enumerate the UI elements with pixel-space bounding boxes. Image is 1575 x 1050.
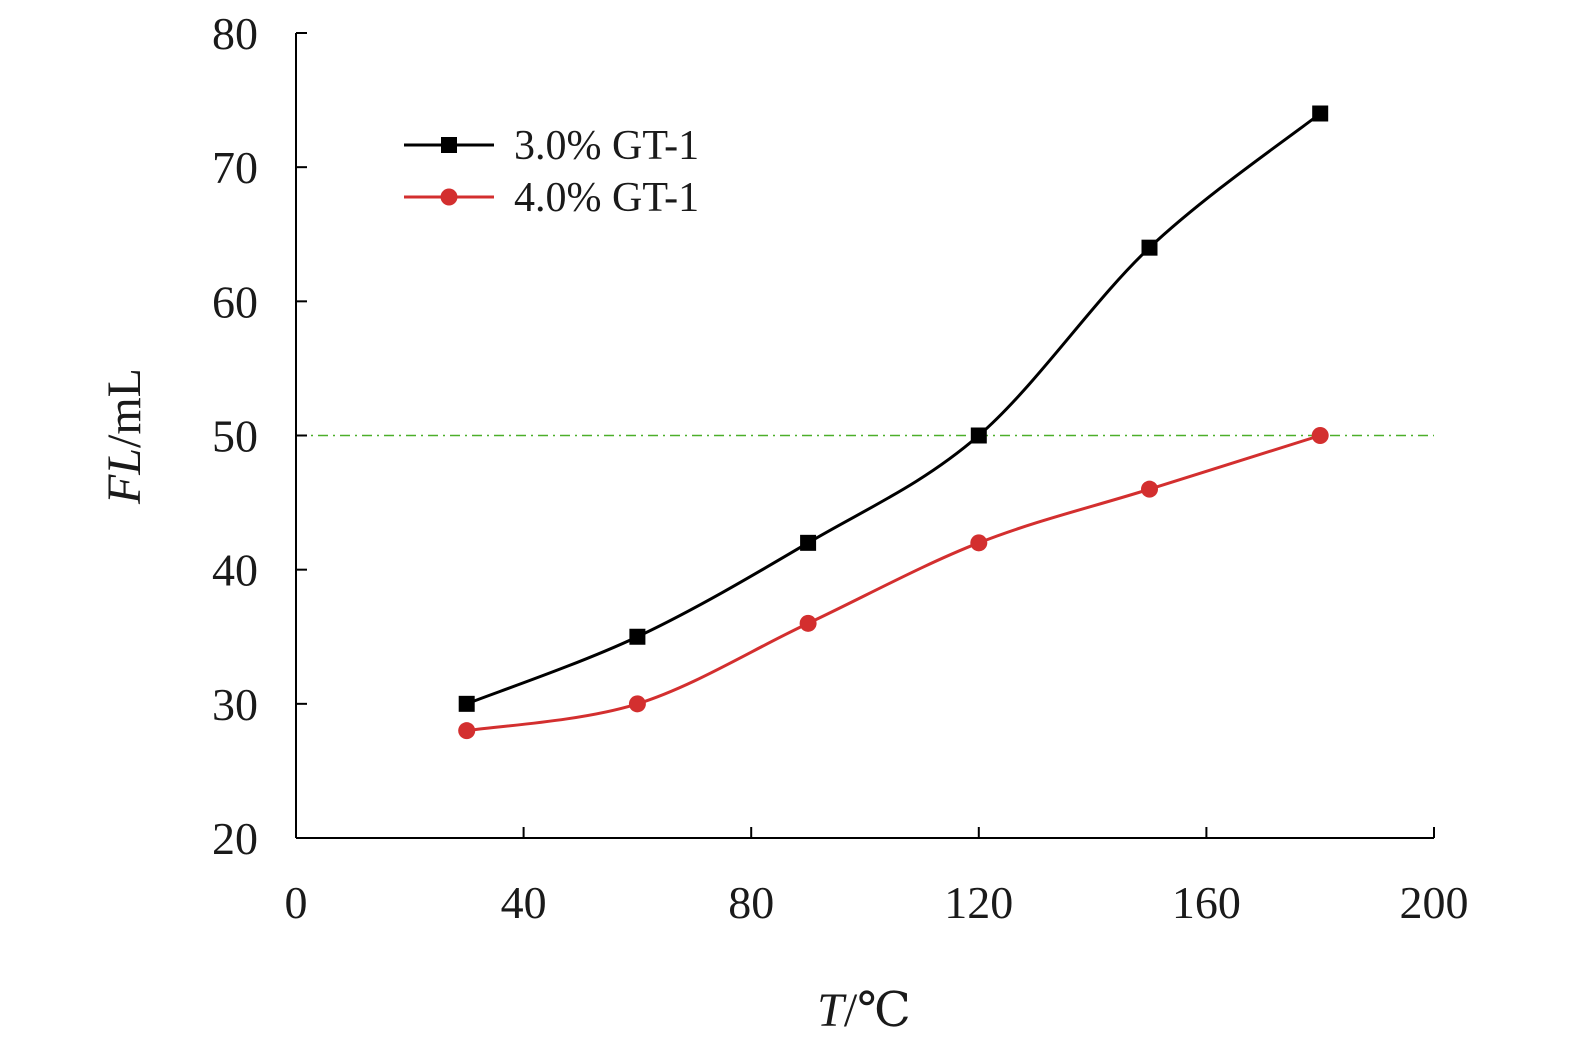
x-tick-label: 160 bbox=[1172, 877, 1241, 928]
series-layer bbox=[458, 105, 1329, 740]
x-axis-title-unit: /℃ bbox=[844, 984, 911, 1037]
y-axis-title-symbol: FL bbox=[98, 448, 151, 505]
series-1 bbox=[458, 105, 1329, 712]
legend-marker bbox=[441, 137, 457, 153]
x-tick-label: 40 bbox=[501, 877, 547, 928]
y-tick-label: 50 bbox=[212, 411, 258, 462]
axes: 0 40 80 120 160 200 20 30 40 50 60 70 80 bbox=[212, 8, 1469, 928]
legend-item: 4.0% GT-1 bbox=[404, 175, 699, 221]
x-tick-label: 120 bbox=[944, 877, 1013, 928]
y-tick-label: 70 bbox=[212, 142, 258, 193]
data-point bbox=[1141, 480, 1158, 498]
y-tick-label: 40 bbox=[212, 545, 258, 596]
legend-item: 3.0% GT-1 bbox=[404, 123, 699, 169]
y-tick-label: 80 bbox=[212, 8, 258, 59]
series-line bbox=[466, 112, 1322, 706]
x-tick-label: 0 bbox=[285, 877, 308, 928]
data-point bbox=[970, 534, 988, 552]
y-axis-title: FL/mL bbox=[98, 368, 151, 505]
x-axis-title: T/℃ bbox=[817, 984, 911, 1037]
data-point bbox=[800, 534, 817, 551]
legend: 3.0% GT-1 4.0% GT-1 bbox=[404, 123, 699, 221]
legend-label: 3.0% GT-1 bbox=[514, 123, 699, 169]
data-point bbox=[458, 695, 475, 712]
data-point bbox=[1311, 427, 1329, 444]
x-tick-label: 200 bbox=[1400, 877, 1469, 928]
y-tick-label: 60 bbox=[212, 276, 258, 327]
data-point bbox=[1141, 239, 1158, 256]
y-axis-title-unit: /mL bbox=[98, 368, 151, 448]
data-point bbox=[1312, 105, 1329, 122]
legend-marker bbox=[440, 188, 458, 206]
data-point bbox=[799, 614, 817, 632]
data-point bbox=[628, 695, 646, 713]
x-tick-label: 80 bbox=[728, 877, 774, 928]
x-axis-title-symbol: T bbox=[817, 984, 847, 1037]
data-point bbox=[458, 722, 476, 740]
series-line bbox=[466, 434, 1321, 733]
legend-label: 4.0% GT-1 bbox=[514, 175, 699, 221]
data-point bbox=[970, 427, 987, 444]
data-point bbox=[629, 628, 646, 645]
series-2 bbox=[458, 427, 1329, 740]
y-tick-label: 20 bbox=[212, 813, 258, 864]
y-tick-label: 30 bbox=[212, 679, 258, 730]
